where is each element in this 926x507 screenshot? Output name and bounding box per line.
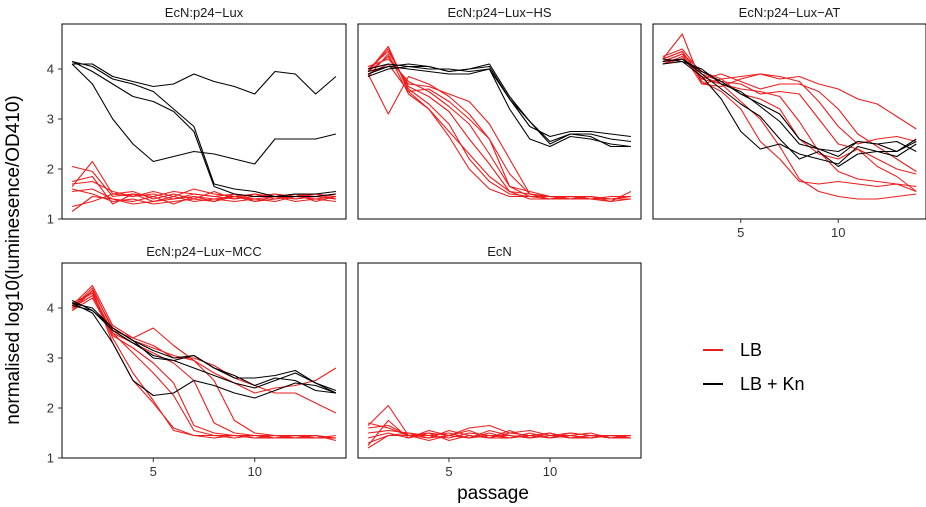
series-line	[662, 58, 917, 168]
series-line	[72, 63, 337, 95]
x-tick-label: 5	[737, 225, 744, 240]
legend-item: LB + Kn	[703, 374, 805, 394]
series-line	[662, 58, 917, 200]
panel-border	[61, 23, 347, 220]
series-group	[662, 33, 917, 200]
panel: EcN 5 10	[357, 244, 642, 479]
x-tick-label: 10	[247, 464, 261, 479]
x-tick-label: 10	[543, 464, 557, 479]
panel: EcN:p24−Lux−HS	[357, 5, 642, 220]
y-tick-label: 2	[47, 401, 54, 416]
panel: EcN:p24−Lux 1 2 3 4	[47, 5, 347, 227]
series-line	[367, 63, 631, 148]
legend-label: LB	[740, 340, 762, 360]
series-line	[71, 300, 336, 394]
series-line	[367, 65, 631, 148]
series-group	[367, 404, 631, 449]
y-tick-label: 3	[47, 351, 54, 366]
series-line	[662, 50, 917, 188]
series-line	[71, 304, 337, 394]
x-axis-title: passage	[457, 483, 529, 504]
x-tick-label: 10	[831, 225, 845, 240]
series-line	[662, 60, 917, 158]
series-line	[71, 289, 336, 439]
series-line	[367, 63, 632, 203]
series-line	[368, 424, 631, 439]
series-group	[71, 60, 337, 212]
series-line	[367, 55, 631, 200]
y-tick-label: 3	[47, 112, 54, 127]
series-line	[662, 53, 917, 145]
panel-title: EcN:p24−Lux	[165, 5, 244, 20]
series-line	[71, 302, 337, 392]
y-tick-label: 2	[47, 162, 54, 177]
series-group	[71, 284, 337, 442]
series-line	[71, 292, 336, 439]
panel-border	[61, 262, 347, 459]
series-line	[71, 297, 337, 442]
x-tick-label: 5	[445, 464, 452, 479]
series-line	[71, 60, 336, 198]
series-line	[71, 63, 337, 165]
series-line	[71, 287, 337, 394]
series-line	[367, 65, 631, 138]
series-line	[367, 48, 631, 200]
series-line	[71, 284, 337, 414]
series-line	[71, 302, 337, 399]
panel: EcN:p24−Lux−AT 5 10	[652, 5, 926, 240]
panel-border	[357, 23, 642, 220]
series-line	[662, 50, 917, 172]
series-line	[71, 289, 336, 439]
series-line	[367, 63, 631, 145]
y-axis-title: normalised log10(luminesence/OD410)	[3, 95, 24, 425]
legend: LB LB + Kn	[703, 340, 805, 394]
x-tick-label: 5	[150, 464, 157, 479]
series-group	[367, 45, 632, 203]
series-line	[367, 50, 631, 203]
series-line	[367, 432, 631, 442]
panel-title: EcN:p24−Lux−HS	[447, 5, 551, 20]
panel-title: EcN:p24−Lux−AT	[739, 5, 841, 20]
series-line	[71, 292, 336, 439]
series-line	[662, 48, 917, 175]
panel: EcN:p24−Lux−MCC 5 10 1 2 3 4	[47, 244, 347, 479]
panel-title: EcN:p24−Lux−MCC	[146, 244, 262, 259]
series-line	[367, 429, 631, 449]
y-tick-label: 4	[47, 301, 54, 316]
y-tick-label: 1	[47, 451, 54, 466]
panel-border	[357, 262, 642, 459]
panel-border	[652, 23, 926, 220]
y-tick-label: 4	[47, 62, 54, 77]
legend-label: LB + Kn	[740, 374, 805, 394]
chart-panels: EcN:p24−Lux 1 2 3 4 EcN:p24−Lux−HS EcN:p24−Lux…	[47, 5, 926, 479]
panel-title: EcN	[487, 244, 512, 259]
series-line	[71, 61, 336, 198]
y-tick-label: 1	[47, 212, 54, 227]
legend-item: LB	[703, 340, 762, 360]
series-line	[71, 188, 336, 205]
